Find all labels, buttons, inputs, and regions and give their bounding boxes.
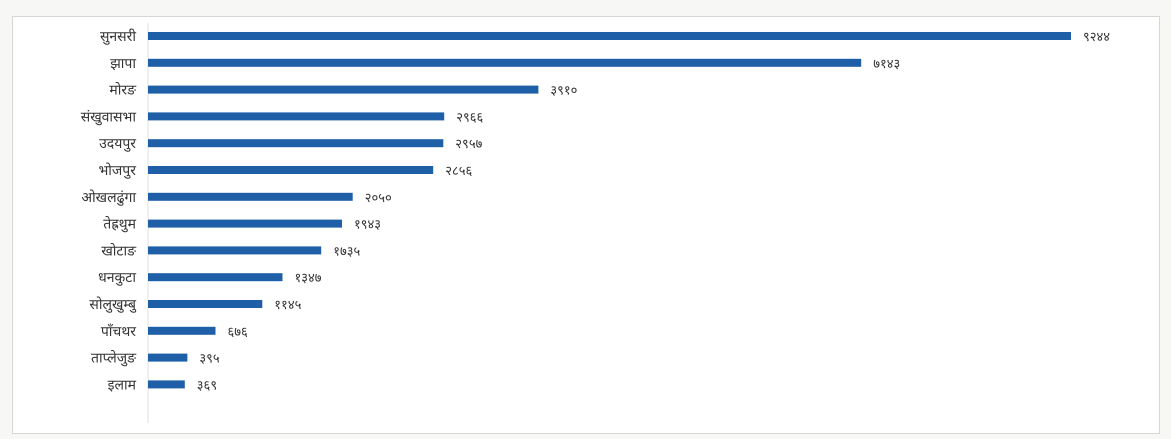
category-label: इलाम	[108, 377, 137, 393]
category-label: धनकुटा	[98, 270, 136, 286]
data-label: ३६९	[197, 378, 217, 393]
bar	[148, 58, 862, 67]
category-label: ओखलढुंगा	[81, 189, 136, 206]
bar	[148, 326, 216, 335]
bar	[148, 166, 434, 174]
bar	[148, 300, 263, 308]
bar	[148, 139, 444, 148]
category-label: ताप्लेजुङ	[91, 350, 137, 367]
category-label: पाँचथर	[101, 323, 136, 340]
category-label: संखुवासभा	[81, 109, 137, 125]
category-label: झापा	[110, 56, 136, 72]
data-label: ११४५	[274, 298, 301, 313]
bar	[148, 380, 185, 389]
bar	[148, 85, 539, 94]
bar-chart: सुनसरी ९२४४ झापा ७१४३ मोरङ ३९१० संखुवासभा २९६६ उ…	[81, 23, 1110, 423]
data-label: ३९१०	[550, 84, 577, 99]
bar	[148, 112, 445, 121]
category-label: खोटाङ	[101, 242, 137, 259]
bar	[148, 32, 1071, 40]
bar	[148, 246, 322, 255]
data-label: ७१४३	[873, 57, 900, 72]
category-label: सुनसरी	[100, 28, 136, 45]
data-label: ९२४४	[1083, 30, 1110, 45]
category-label: सोलुखुम्बु	[89, 296, 137, 313]
data-label: २०५०	[365, 191, 392, 206]
category-label: उदयपुर	[99, 136, 136, 152]
data-label: १३४७	[295, 271, 322, 286]
bar	[148, 219, 342, 228]
bar	[148, 192, 353, 201]
chart-frame: सुनसरी ९२४४ झापा ७१४३ मोरङ ३९१० संखुवासभा २९६६ उ…	[12, 16, 1160, 434]
data-label: ६७६	[228, 325, 249, 340]
category-label: मोरङ	[109, 82, 137, 99]
data-label: २९५७	[455, 137, 482, 152]
data-label: १७३५	[333, 244, 360, 259]
category-label: तेह्रथुम	[103, 216, 136, 233]
bar	[148, 273, 283, 282]
data-label: १९४३	[354, 218, 381, 233]
data-label: ३९५	[199, 352, 220, 367]
data-label: २८५६	[445, 164, 472, 179]
category-label: भोजपुर	[98, 162, 136, 179]
bar	[148, 353, 188, 362]
data-label: २९६६	[456, 110, 483, 125]
